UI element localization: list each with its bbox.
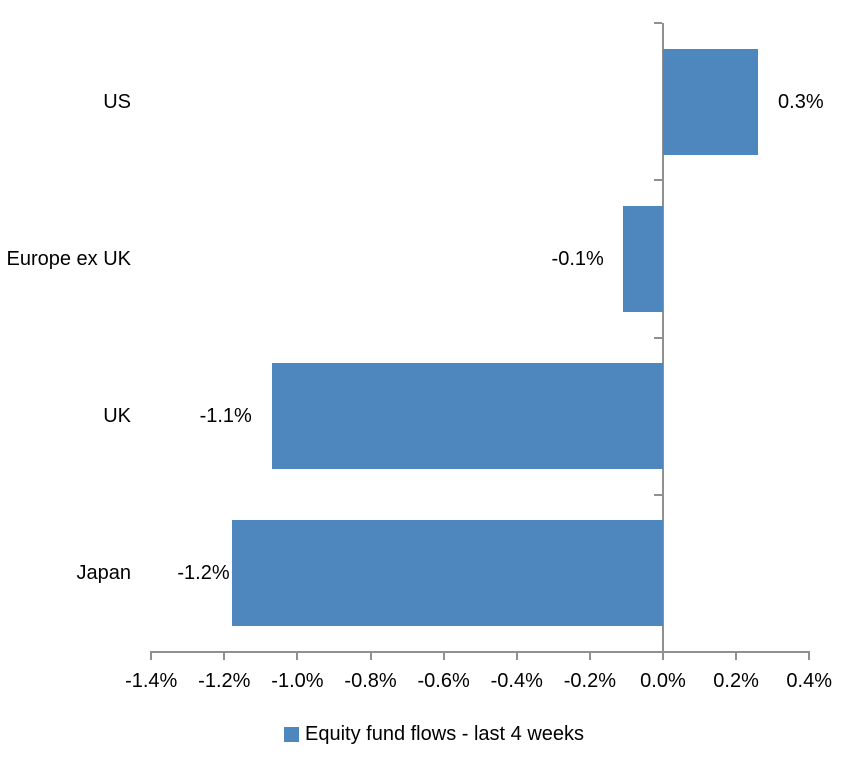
- legend-series-label: Equity fund flows - last 4 weeks: [305, 723, 585, 745]
- x-tick-label: -0.6%: [417, 670, 470, 692]
- x-axis-tick: [735, 652, 738, 660]
- x-axis-tick: [223, 652, 226, 660]
- x-tick-label: 0.2%: [713, 670, 759, 692]
- bar-europe-ex-uk: [622, 205, 663, 312]
- y-axis-line: [661, 23, 664, 654]
- x-axis-line: [150, 651, 811, 653]
- y-axis-tick: [653, 22, 662, 24]
- x-tick-label: 0.4%: [786, 670, 832, 692]
- x-axis-tick: [808, 652, 811, 660]
- y-axis-tick: [653, 493, 662, 496]
- x-axis-tick: [442, 652, 445, 660]
- category-label: UK: [103, 405, 131, 428]
- x-axis-tick: [515, 652, 518, 660]
- x-tick-label: -1.4%: [125, 670, 178, 692]
- x-tick-label: -0.4%: [490, 670, 543, 692]
- data-label: -0.1%: [551, 247, 604, 270]
- data-label: 0.3%: [778, 90, 824, 113]
- x-axis-tick: [588, 652, 591, 660]
- x-tick-label: 0.0%: [640, 670, 686, 692]
- category-label: Japan: [76, 562, 132, 585]
- x-tick-label: -0.8%: [344, 670, 397, 692]
- category-label: US: [103, 90, 131, 113]
- legend-swatch-icon: [284, 727, 299, 742]
- y-axis-tick: [653, 179, 662, 182]
- x-axis-tick: [296, 652, 299, 660]
- bar-uk: [271, 363, 663, 470]
- data-label: -1.1%: [199, 405, 252, 428]
- category-label: Europe ex UK: [6, 247, 131, 270]
- x-axis-tick: [369, 652, 372, 660]
- x-axis-tick: [150, 652, 153, 660]
- data-label: -1.2%: [177, 562, 230, 585]
- y-axis-tick: [653, 336, 662, 339]
- x-tick-label: -1.0%: [271, 670, 324, 692]
- x-tick-label: -0.2%: [563, 670, 616, 692]
- x-tick-label: -1.2%: [198, 670, 251, 692]
- bar-us: [662, 48, 758, 155]
- x-axis-tick: [661, 652, 664, 660]
- bar-japan: [231, 520, 663, 627]
